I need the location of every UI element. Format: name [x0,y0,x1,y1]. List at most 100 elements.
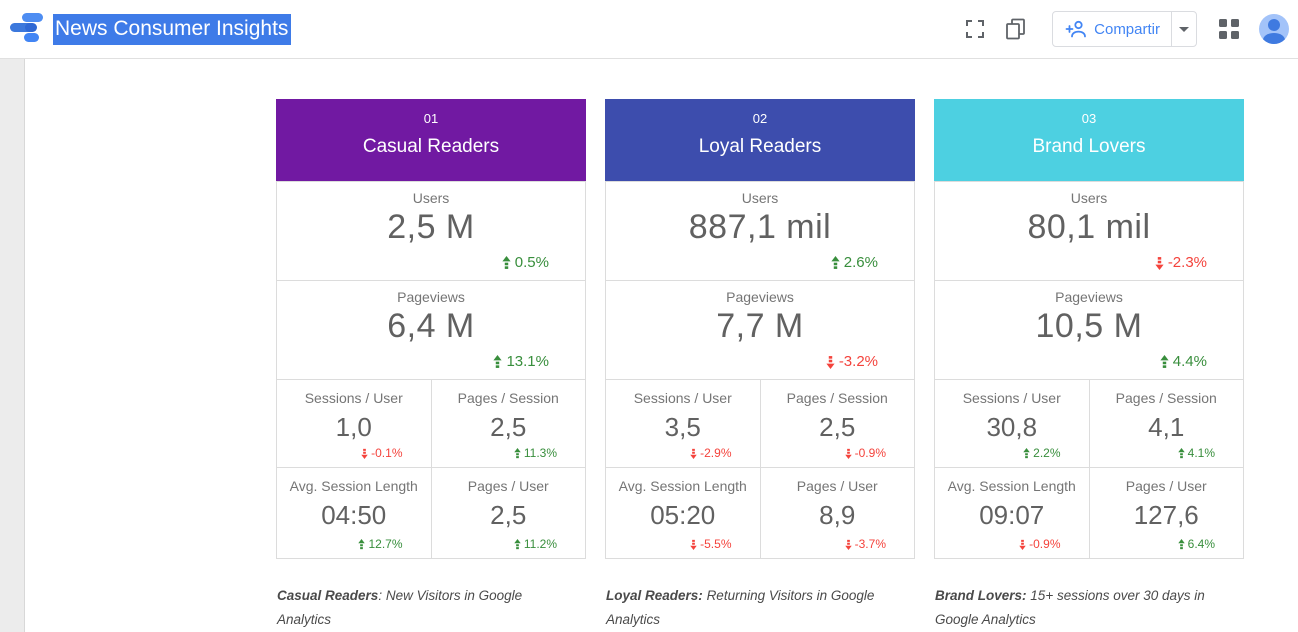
metric-value: 80,1 mil [1027,208,1151,246]
apps-grid-button[interactable] [1219,19,1239,39]
card-footnote: Casual Readers: New Visitors in Google A… [277,584,577,632]
metric-avg-session-length: Avg. Session Length 09:07 -0.9% [934,467,1090,559]
metric-sessions-per-user: Sessions / User 1,0 -0.1% [276,379,432,468]
delta-value: 12.7% [368,537,403,551]
trend-arrow-icon [1177,538,1185,549]
metric-value: 7,7 M [716,307,804,345]
metric-label: Users [412,190,450,206]
metric-pageviews: Pageviews 6,4 M 13.1% [276,280,586,380]
person-add-icon [1065,20,1087,38]
grid-dot [1231,19,1239,27]
metric-label: Pageviews [1055,289,1123,305]
metric-delta: 0.5% [502,254,549,271]
metric-row: Sessions / User 30,8 2.2% Pages / Sessio… [934,379,1244,468]
trend-arrow-icon [514,447,521,458]
metric-delta: 13.1% [493,353,549,370]
metric-delta: -0.9% [844,446,886,460]
metric-value: 887,1 mil [688,208,832,246]
metric-delta: -3.2% [826,353,878,370]
metric-label: Pages / Session [457,390,559,406]
card-title: Loyal Readers [698,136,822,157]
card-title: Brand Lovers [1032,136,1146,157]
metric-delta: 2.2% [1023,446,1061,460]
trend-arrow-icon [690,448,697,459]
metric-pages-per-session: Pages / Session 2,5 11.3% [430,379,586,468]
delta-value: -0.9% [1029,537,1061,551]
grid-dot [1219,19,1227,27]
metric-delta: -0.9% [1019,537,1061,551]
delta-value: 2.6% [843,254,878,271]
delta-value: -2.9% [700,446,732,460]
fullscreen-button[interactable] [966,20,985,38]
delta-value: 4.4% [1172,353,1207,370]
metric-value: 2,5 [490,412,527,442]
card-index: 01 [423,111,439,126]
grid-dot [1231,31,1239,39]
delta-value: 11.3% [523,446,557,460]
metric-row: Avg. Session Length 04:50 12.7% Pages / … [276,467,586,559]
footnote-separator: : [378,588,386,603]
logo-bar [24,33,39,42]
metric-delta: -2.9% [690,446,732,460]
metric-label: Sessions / User [962,390,1061,406]
metric-delta: -2.3% [1155,254,1207,271]
metric-label: Pages / User [796,478,878,494]
metric-value: 2,5 M [387,208,475,246]
trend-arrow-icon [844,539,852,550]
metric-delta: -3.7% [844,537,886,551]
logo-bar [22,13,43,22]
trend-arrow-icon [826,355,835,369]
metric-value: 1,0 [335,412,372,442]
metric-label: Avg. Session Length [947,478,1076,494]
trend-arrow-icon [1160,354,1169,368]
trend-arrow-icon [1177,447,1185,458]
metric-value: 09:07 [979,500,1045,530]
metric-label: Users [741,190,779,206]
copy-report-button[interactable] [1005,18,1026,40]
card-header: 03 Brand Lovers [934,99,1244,181]
metric-delta: 4.1% [1177,446,1215,460]
trend-arrow-icon [502,255,511,269]
delta-value: 6.4% [1187,537,1215,551]
metric-value: 30,8 [986,412,1038,442]
delta-value: 11.2% [523,537,557,551]
divider [1171,12,1172,46]
metric-pageviews: Pageviews 7,7 M -3.2% [605,280,915,380]
metric-label: Users [1070,190,1108,206]
metric-pages-per-user: Pages / User 127,6 6.4% [1088,467,1244,559]
chevron-down-icon [1179,26,1189,32]
card-index: 03 [1081,111,1097,126]
delta-value: -3.2% [838,353,878,370]
metric-delta: -0.1% [361,446,403,460]
delta-value: -2.3% [1167,254,1207,271]
report-title[interactable]: News Consumer Insights [53,14,292,45]
trend-arrow-icon [831,255,840,269]
trend-arrow-icon [361,448,368,459]
data-studio-logo-icon[interactable] [8,12,48,46]
avatar-person-icon [1263,33,1285,44]
metric-value: 05:20 [650,500,716,530]
delta-value: 4.1% [1187,446,1215,460]
share-button[interactable]: Compartir [1053,12,1171,46]
footnote-term: Casual Readers [277,588,379,603]
metric-avg-session-length: Avg. Session Length 04:50 12.7% [276,467,432,559]
logo-bar [25,23,37,32]
metric-label: Pages / Session [1115,390,1217,406]
delta-value: -0.9% [854,446,886,460]
card-title: Casual Readers [362,136,500,157]
delta-value: 2.2% [1033,446,1061,460]
metric-value: 2,5 [819,412,856,442]
metric-delta: 11.2% [514,537,557,551]
metric-sessions-per-user: Sessions / User 3,5 -2.9% [605,379,761,468]
delta-value: 13.1% [506,353,549,370]
trend-arrow-icon [358,538,366,549]
delta-value: -0.1% [371,446,403,460]
share-options-dropdown[interactable] [1172,12,1196,46]
trend-arrow-icon [1023,447,1030,458]
metric-label: Pages / User [467,478,549,494]
user-avatar[interactable] [1259,14,1289,44]
metric-label: Avg. Session Length [618,478,747,494]
metric-label: Sessions / User [633,390,732,406]
footnote-description: Returning Visitors in Google Analytics [606,588,875,627]
app-toolbar: News Consumer Insights Compartir [0,0,1298,59]
